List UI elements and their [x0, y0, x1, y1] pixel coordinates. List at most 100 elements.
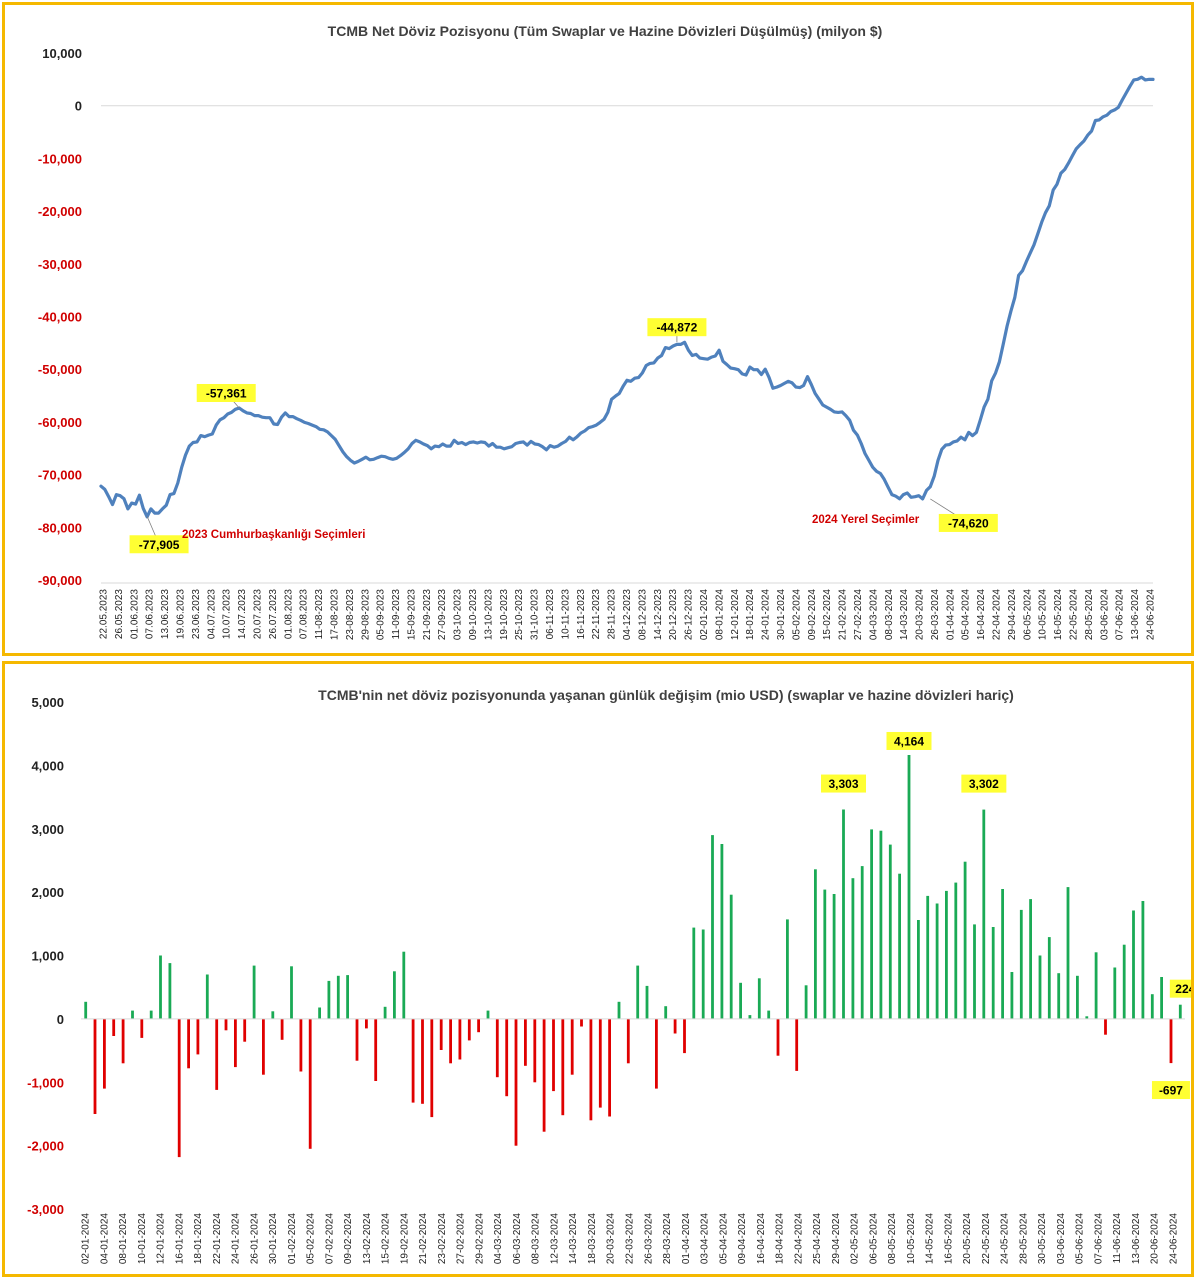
callout-label: 224 — [1175, 982, 1191, 996]
bar — [720, 844, 724, 1019]
bar — [954, 882, 958, 1019]
bar — [533, 1018, 537, 1083]
bar — [280, 1018, 284, 1040]
x-tick-label: 20-03-2024 — [606, 1213, 617, 1265]
bar — [561, 1018, 565, 1116]
y-tick-label: -30,000 — [38, 257, 82, 272]
callout-background — [196, 383, 256, 402]
y-tick-label: 10,000 — [42, 46, 82, 61]
x-tick-label: 26.07.2023 — [268, 589, 279, 639]
bar — [1066, 887, 1070, 1019]
bar — [336, 975, 340, 1019]
x-tick-label: 26-01-2024 — [249, 1213, 260, 1265]
x-tick-label: 04.07.2023 — [206, 589, 217, 639]
bar — [851, 878, 855, 1019]
x-tick-label: 02-01-2024 — [699, 589, 710, 641]
y-tick-label: -50,000 — [38, 362, 82, 377]
x-tick-label: 13-06-2024 — [1131, 1213, 1142, 1265]
bar — [917, 920, 920, 1019]
x-tick-label: 19.06.2023 — [175, 589, 186, 639]
bar — [945, 890, 948, 1019]
bar — [823, 889, 827, 1019]
x-tick-label: 26-12-2023 — [684, 589, 695, 641]
bar — [776, 1018, 780, 1056]
callout-label: 3,303 — [828, 777, 858, 791]
y-tick-label: -40,000 — [38, 310, 82, 325]
callout-label: -74,620 — [948, 516, 989, 530]
bar — [907, 755, 911, 1019]
x-tick-label: 24-05-2024 — [1000, 1213, 1011, 1265]
x-tick-label: 07-06-2024 — [1093, 1213, 1104, 1265]
bar — [103, 1018, 106, 1089]
bar — [580, 1018, 583, 1027]
x-tick-label: 15-02-2024 — [822, 589, 833, 641]
x-tick-label: 26-03-2024 — [643, 1213, 654, 1265]
x-tick-label: 06-05-2024 — [868, 1213, 879, 1265]
chart-title: TCMB'nin net döviz pozisyonunda yaşanan … — [318, 687, 1014, 703]
x-tick-label: 05-04-2024 — [961, 589, 972, 641]
election-annotation: 2024 Yerel Seçimler — [812, 514, 920, 526]
x-tick-label: 06-03-2024 — [512, 1213, 523, 1265]
x-tick-label: 23-02-2024 — [437, 1213, 448, 1265]
x-tick-label: 01-04-2024 — [945, 589, 956, 641]
x-tick-label: 27-09-2023 — [437, 589, 448, 641]
callout-background — [821, 774, 867, 793]
bar — [318, 1007, 321, 1019]
chart-title: TCMB Net Döviz Pozisyonu (Tüm Swaplar ve… — [328, 23, 883, 39]
x-tick-label: 25-04-2024 — [812, 1213, 823, 1265]
x-tick-label: 08-12-2023 — [637, 589, 648, 641]
x-tick-label: 13-06-2024 — [1130, 589, 1141, 641]
bar — [1132, 910, 1135, 1019]
bar — [1169, 1018, 1173, 1064]
bar — [140, 1018, 144, 1038]
y-tick-label: -20,000 — [38, 204, 82, 219]
x-tick-label: 24-01-2024 — [231, 1213, 242, 1265]
bar — [112, 1018, 116, 1036]
callout-background — [647, 318, 707, 337]
bar — [449, 1018, 452, 1064]
x-tick-label: 09-02-2024 — [807, 589, 818, 641]
bar — [645, 985, 649, 1019]
x-tick-label: 14-03-2024 — [568, 1213, 579, 1265]
value-callout: 3,303 — [821, 774, 867, 793]
y-tick-label: 1,000 — [31, 949, 64, 964]
bar — [477, 1018, 480, 1033]
x-tick-label: 13.06.2023 — [160, 589, 171, 639]
x-tick-label: 06-11-2023 — [545, 589, 556, 640]
bar — [430, 1018, 434, 1118]
x-tick-label: 03-10-2023 — [453, 589, 464, 641]
x-tick-label: 21-09-2023 — [422, 589, 433, 641]
x-tick-label: 04-03-2024 — [493, 1213, 504, 1265]
value-callout: -44,872 — [647, 318, 707, 337]
x-tick-label: 02-01-2024 — [81, 1213, 92, 1265]
x-tick-label: 31-10-2023 — [530, 589, 541, 641]
x-tick-label: 09-02-2024 — [343, 1213, 354, 1265]
x-tick-label: 21-02-2024 — [418, 1213, 429, 1265]
bar — [711, 835, 714, 1019]
bar — [729, 894, 733, 1019]
x-tick-label: 30-01-2024 — [268, 1213, 279, 1265]
x-tick-label: 04-12-2023 — [622, 589, 633, 641]
bar — [701, 929, 705, 1019]
bar — [991, 927, 995, 1019]
callout-background — [129, 535, 189, 554]
bar — [346, 975, 349, 1019]
bar-chart: TCMB'nin net döviz pozisyonunda yaşanan … — [27, 687, 1191, 1265]
bar — [804, 985, 808, 1019]
bar — [149, 1010, 153, 1019]
x-tick-label: 05-02-2024 — [306, 1213, 317, 1265]
bar — [842, 809, 845, 1019]
series-line — [99, 75, 1155, 519]
x-tick-label: 10-11-2023 — [560, 589, 571, 640]
x-tick-label: 19-10-2023 — [499, 589, 510, 641]
bar — [252, 965, 256, 1019]
bar — [177, 1018, 181, 1158]
x-tick-label: 18-01-2024 — [193, 1213, 204, 1265]
line-chart: TCMB Net Döviz Pozisyonu (Tüm Swaplar ve… — [38, 23, 1157, 641]
bar — [262, 1018, 265, 1075]
callout-label: -44,872 — [657, 321, 698, 335]
bar — [514, 1018, 518, 1146]
x-tick-label: 12-03-2024 — [549, 1213, 560, 1265]
x-tick-label: 30-05-2024 — [1037, 1213, 1048, 1265]
y-tick-label: 3,000 — [31, 822, 64, 837]
